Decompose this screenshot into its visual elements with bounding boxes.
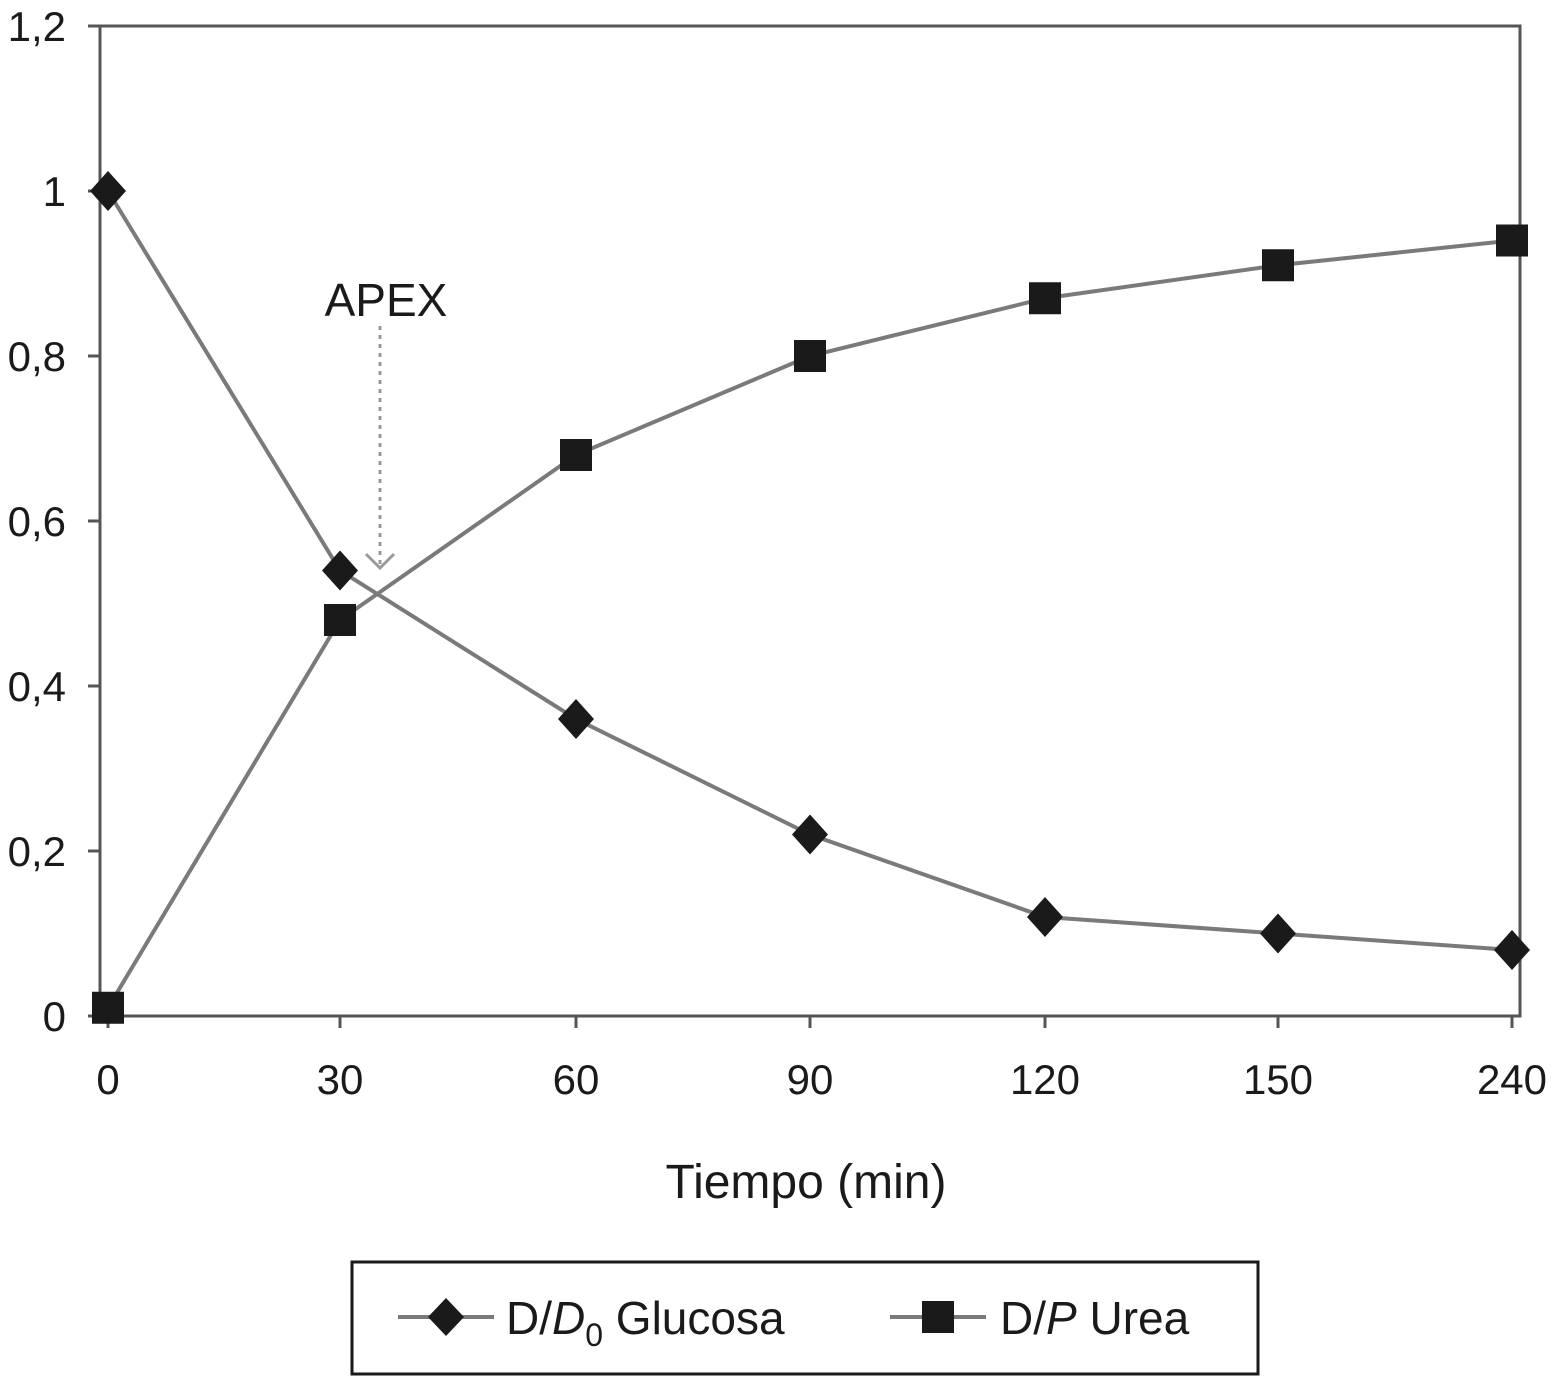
y-tick-label: 1 bbox=[43, 168, 66, 215]
legend-entry-glucosa: D/D0 Glucosa bbox=[398, 1292, 785, 1353]
urea-point-5 bbox=[1262, 249, 1294, 282]
legend-box bbox=[350, 1260, 1260, 1376]
y-tick-label: 0 bbox=[43, 993, 66, 1040]
glucosa-point-5 bbox=[1260, 913, 1296, 954]
x-axis-title: Tiempo (min) bbox=[666, 1156, 947, 1209]
legend-diamond-marker bbox=[428, 1298, 464, 1336]
y-tick-label: 0,2 bbox=[8, 828, 66, 875]
glucosa-point-6 bbox=[1494, 930, 1530, 970]
y-tick-label: 1,2 bbox=[8, 3, 66, 50]
urea-point-4 bbox=[1029, 282, 1061, 315]
glucosa-point-0 bbox=[90, 171, 126, 211]
urea-point-6 bbox=[1496, 224, 1528, 257]
legend: D/D0 Glucosa D/P Urea bbox=[350, 1260, 1260, 1376]
legend-square-marker bbox=[922, 1301, 954, 1333]
y-tick-label: 0,8 bbox=[8, 333, 66, 380]
y-axis: 0 0,2 0,4 0,6 0,8 1 1,2 bbox=[8, 3, 100, 1040]
legend-label-glucosa: D/D0 Glucosa bbox=[506, 1292, 785, 1353]
apex-annotation: APEX bbox=[325, 274, 448, 571]
urea-point-0 bbox=[92, 991, 124, 1024]
glucosa-point-2 bbox=[558, 699, 594, 739]
plot-area-frame bbox=[98, 24, 1522, 1018]
urea-point-1 bbox=[324, 604, 356, 636]
x-tick-label: 90 bbox=[787, 1056, 834, 1103]
legend-label-urea: D/P Urea bbox=[1000, 1292, 1190, 1344]
legend-entry-urea: D/P Urea bbox=[890, 1292, 1190, 1344]
urea-point-2 bbox=[560, 439, 592, 471]
x-tick-label: 240 bbox=[1477, 1056, 1547, 1103]
x-tick-label: 120 bbox=[1010, 1056, 1080, 1103]
y-tick-label: 0,4 bbox=[8, 663, 66, 710]
apex-arrowhead bbox=[364, 552, 396, 571]
x-tick-label: 0 bbox=[96, 1056, 119, 1103]
x-axis: 0 30 60 90 120 150 240 bbox=[96, 1016, 1547, 1103]
glucosa-point-3 bbox=[792, 814, 828, 855]
x-tick-label: 30 bbox=[317, 1056, 364, 1103]
y-tick-label: 0,6 bbox=[8, 498, 66, 545]
urea-point-3 bbox=[794, 340, 826, 372]
apex-label: APEX bbox=[325, 274, 448, 326]
series-layer bbox=[90, 171, 1530, 1024]
glucosa-point-1 bbox=[322, 550, 358, 591]
glucosa-point-4 bbox=[1027, 897, 1063, 937]
x-tick-label: 150 bbox=[1243, 1056, 1313, 1103]
x-tick-label: 60 bbox=[553, 1056, 600, 1103]
